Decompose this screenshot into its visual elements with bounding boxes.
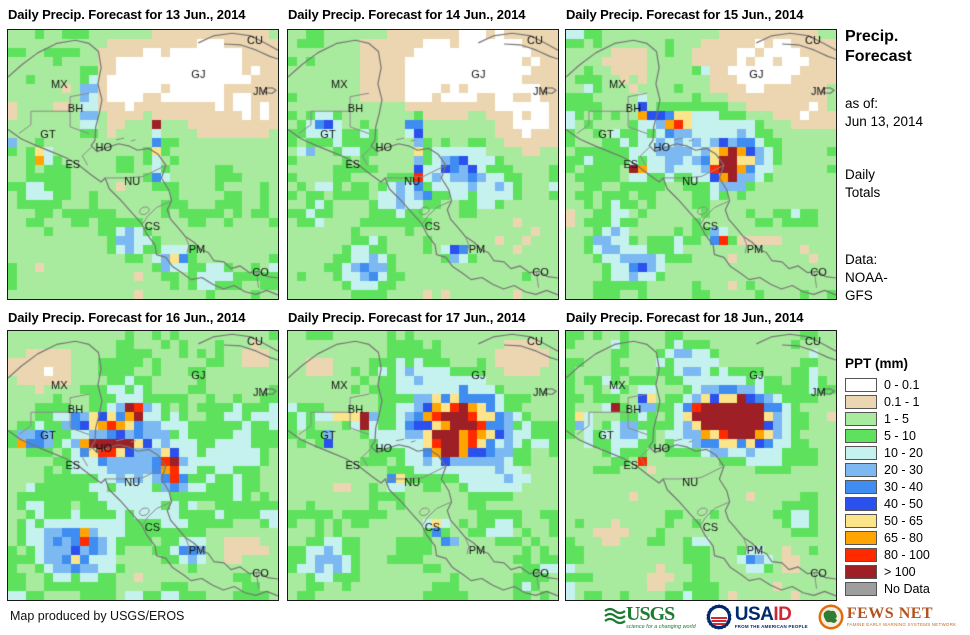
- legend-swatch: [845, 394, 877, 409]
- asof-date: Jun 13, 2014: [845, 114, 924, 129]
- legend-label: 80 - 100: [884, 547, 930, 562]
- legend-swatch: [845, 564, 877, 579]
- legend-swatch: [845, 377, 877, 392]
- sidebar-data-source: Data: NOAA- GFS: [845, 251, 967, 305]
- legend-row: > 100: [845, 563, 967, 580]
- usgs-logo: USGS science for a changing world: [604, 604, 696, 631]
- legend-swatch: [845, 581, 877, 596]
- legend-label: 0 - 0.1: [884, 377, 920, 392]
- legend-row: 50 - 65: [845, 512, 967, 529]
- panel-title-17jun: Daily Precip. Forecast for 17 Jun., 2014: [288, 310, 526, 325]
- usaid-logo: USAID FROM THE AMERICAN PEOPLE: [705, 603, 808, 630]
- legend-swatch: [845, 445, 877, 460]
- panel-title-14jun: Daily Precip. Forecast for 14 Jun., 2014: [288, 7, 526, 22]
- precip-map-canvas: [7, 330, 279, 601]
- panel-title-13jun: Daily Precip. Forecast for 13 Jun., 2014: [8, 7, 246, 22]
- sidebar-title-line1: Precip.: [845, 28, 899, 45]
- period-line2: Totals: [845, 185, 881, 200]
- legend: PPT (mm) 0 - 0.1 0.1 - 1 1 - 5 5 - 10 10…: [845, 356, 967, 597]
- usgs-wave-icon: [604, 607, 626, 625]
- legend-label: 65 - 80: [884, 530, 923, 545]
- footer-logos: USGS science for a changing world USAID …: [604, 601, 956, 633]
- precip-map-canvas: [565, 29, 837, 300]
- fewsnet-logo-text: FEWS NET: [846, 605, 934, 623]
- legend-label: 10 - 20: [884, 445, 923, 460]
- legend-label: 0.1 - 1: [884, 394, 920, 409]
- legend-row: 40 - 50: [845, 495, 967, 512]
- legend-swatch: [845, 547, 877, 562]
- usaid-tagline: FROM THE AMERICAN PEOPLE: [734, 623, 808, 629]
- fewsnet-globe-icon: [818, 604, 844, 630]
- fewsnet-logo: FEWS NET FAMINE EARLY WARNING SYSTEMS NE…: [818, 604, 956, 630]
- sidebar-period: Daily Totals: [845, 166, 967, 202]
- panel-title-18jun: Daily Precip. Forecast for 18 Jun., 2014: [566, 310, 804, 325]
- legend-label: 40 - 50: [884, 496, 923, 511]
- sidebar-asof: as of: Jun 13, 2014: [845, 95, 967, 131]
- usaid-seal-icon: [705, 604, 732, 630]
- legend-row: 0 - 0.1: [845, 376, 967, 393]
- legend-row: 80 - 100: [845, 546, 967, 563]
- usgs-tagline: science for a changing world: [626, 623, 696, 630]
- panel-title-15jun: Daily Precip. Forecast for 15 Jun., 2014: [566, 7, 804, 22]
- usaid-logo-text: USAID: [734, 603, 792, 625]
- legend-row: No Data: [845, 580, 967, 597]
- precip-map-canvas: [287, 29, 559, 300]
- legend-label: 1 - 5: [884, 411, 910, 426]
- legend-swatch: [845, 479, 877, 494]
- legend-row: 5 - 10: [845, 427, 967, 444]
- legend-label: 5 - 10: [884, 428, 916, 443]
- period-line1: Daily: [845, 167, 876, 182]
- usgs-logo-text: USGS: [626, 602, 675, 625]
- legend-swatch: [845, 428, 877, 443]
- data-line1: NOAA-: [845, 270, 888, 285]
- map-credit-text: Map produced by USGS/EROS: [10, 609, 185, 623]
- legend-swatch: [845, 513, 877, 528]
- legend-swatch: [845, 530, 877, 545]
- data-line2: GFS: [845, 288, 873, 303]
- legend-row: 30 - 40: [845, 478, 967, 495]
- sidebar-title-line2: Forecast: [845, 48, 912, 65]
- legend-label: 20 - 30: [884, 462, 923, 477]
- legend-row: 0.1 - 1: [845, 393, 967, 410]
- precip-map-canvas: [565, 330, 837, 601]
- legend-label: 50 - 65: [884, 513, 923, 528]
- legend-swatch: [845, 496, 877, 511]
- precip-map-canvas: [287, 330, 559, 601]
- panel-title-16jun: Daily Precip. Forecast for 16 Jun., 2014: [8, 310, 246, 325]
- legend-row: 10 - 20: [845, 444, 967, 461]
- asof-label: as of:: [845, 96, 879, 111]
- legend-label: 30 - 40: [884, 479, 923, 494]
- legend-label: No Data: [884, 581, 930, 596]
- legend-title: PPT (mm): [845, 356, 909, 371]
- legend-swatch: [845, 411, 877, 426]
- legend-row: 20 - 30: [845, 461, 967, 478]
- sidebar-title: Precip. Forecast: [845, 27, 967, 67]
- fewsnet-tagline: FAMINE EARLY WARNING SYSTEMS NETWORK: [846, 622, 957, 628]
- legend-swatch: [845, 462, 877, 477]
- legend-row: 1 - 5: [845, 410, 967, 427]
- data-label: Data:: [845, 252, 878, 267]
- legend-label: > 100: [884, 564, 916, 579]
- precip-map-canvas: [7, 29, 279, 300]
- legend-row: 65 - 80: [845, 529, 967, 546]
